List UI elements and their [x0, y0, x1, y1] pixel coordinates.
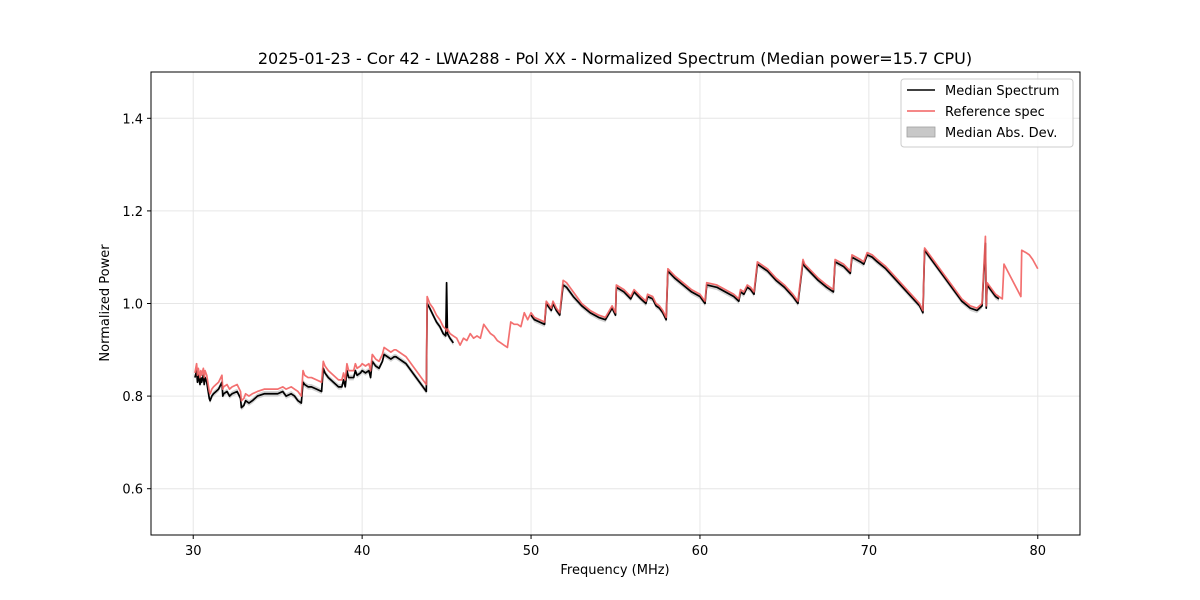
x-tick-label: 80 — [1029, 544, 1046, 559]
legend: Median Spectrum Reference spec Median Ab… — [900, 78, 1074, 148]
x-axis-ticks: 30 40 50 60 70 80 — [185, 535, 1046, 559]
chart-title: 2025-01-23 - Cor 42 - LWA288 - Pol XX - … — [258, 49, 972, 68]
y-tick-label: 1.2 — [122, 205, 143, 220]
x-tick-label: 60 — [692, 544, 709, 559]
legend-label-median-spectrum: Median Spectrum — [945, 84, 1059, 99]
x-axis-label: Frequency (MHz) — [560, 563, 669, 578]
x-tick-label: 30 — [185, 544, 202, 559]
legend-label-median-abs-dev: Median Abs. Dev. — [945, 126, 1057, 141]
x-tick-label: 40 — [354, 544, 371, 559]
x-tick-label: 70 — [861, 544, 878, 559]
legend-box — [900, 78, 1074, 148]
reference-spec-line — [194, 235, 1039, 402]
legend-label-reference-spec: Reference spec — [945, 105, 1045, 120]
x-tick-label: 50 — [523, 544, 540, 559]
series — [194, 235, 1039, 409]
legend-swatch-median-abs-dev — [906, 126, 936, 138]
y-tick-label: 0.8 — [122, 390, 143, 405]
y-axis-ticks: 0.6 0.8 1.0 1.2 1.4 — [122, 112, 151, 498]
y-tick-label: 0.6 — [122, 483, 143, 498]
y-tick-label: 1.0 — [122, 298, 143, 313]
y-tick-label: 1.4 — [122, 112, 143, 127]
y-axis-label: Normalized Power — [98, 244, 113, 362]
